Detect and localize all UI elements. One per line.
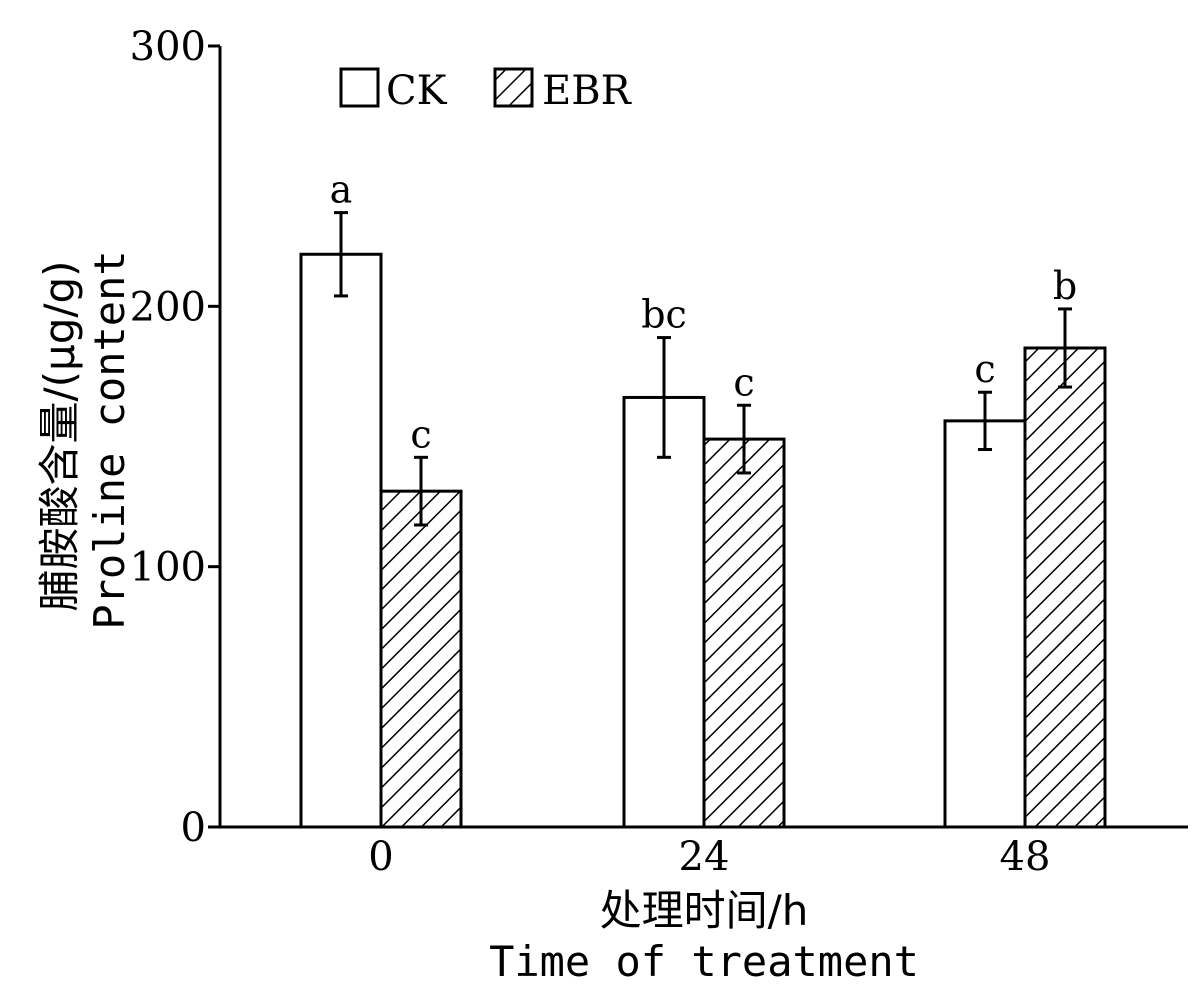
bar-ck-24	[622, 395, 706, 829]
significance-letter: c	[410, 412, 431, 456]
y-tick-label: 200	[130, 284, 206, 330]
bar-ck-0	[299, 252, 383, 829]
significance-letter: bc	[641, 293, 687, 337]
x-axis-title-cn: 处理时间/h	[600, 886, 809, 935]
bar-ck-48	[943, 419, 1027, 829]
legend: CK EBR	[339, 67, 633, 114]
significance-letter: b	[1053, 264, 1077, 308]
y-tick-label: 300	[130, 24, 206, 70]
significance-letter: a	[330, 168, 353, 212]
legend-swatch-ck	[339, 67, 380, 108]
significance-letter: c	[733, 360, 754, 404]
y-axis-title-cn: 脯胺酸含量/(μg/g)	[35, 260, 84, 611]
bars: a c bc c c b	[299, 168, 1107, 829]
bar-ebr-48	[1023, 346, 1107, 829]
significance-letter: c	[974, 347, 995, 391]
x-tick-label: 0	[368, 834, 393, 880]
y-axis-title-en: Proline content	[85, 250, 134, 629]
x-axis-title-en: Time of treatment	[489, 937, 919, 986]
bar-ebr-0	[379, 489, 463, 829]
x-tick-label: 48	[1000, 834, 1051, 880]
bar-ebr-24	[702, 437, 786, 829]
y-axis-title: 脯胺酸含量/(μg/g) Proline content	[35, 250, 134, 629]
x-tick-label: 24	[679, 834, 730, 880]
legend-swatch-ebr	[493, 67, 534, 108]
x-tick-labels: 0 24 48	[368, 834, 1050, 880]
x-axis-title: 处理时间/h Time of treatment	[489, 886, 919, 986]
y-tick-label: 100	[130, 545, 206, 591]
legend-label-ebr: EBR	[542, 68, 633, 114]
y-tick-label: 0	[181, 805, 206, 851]
legend-label-ck: CK	[386, 68, 448, 114]
y-ticks: 0 100 200 300	[130, 24, 220, 851]
